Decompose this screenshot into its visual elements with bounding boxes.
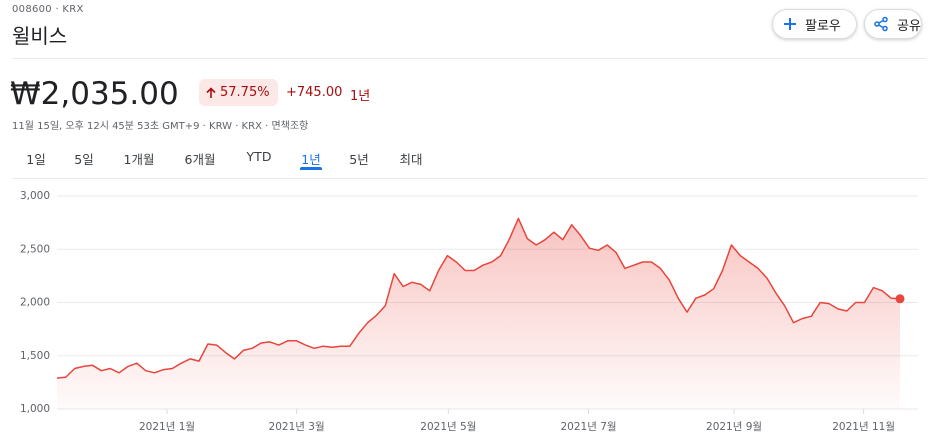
follow-label: 팔로우 (805, 18, 841, 34)
follow-button[interactable]: 팔로우 (772, 9, 857, 39)
area-fill (57, 218, 900, 409)
change-amount: +745.00 (286, 85, 343, 100)
share-label: 공유 (897, 18, 921, 34)
x-tick-label: 2021년 1월 (139, 421, 195, 433)
y-tick-label: 1,000 (20, 403, 50, 415)
y-tick-label: 2,000 (20, 297, 50, 309)
quote-meta: 11월 15일, 오후 12시 45분 53초 GMT+9 · KRW · KR… (12, 117, 308, 132)
change-period: 1년 (350, 89, 371, 104)
stock-name: 윌비스 (12, 24, 68, 48)
disclaimer-link[interactable]: 면책조항 (271, 121, 309, 132)
ticker: 008600 · KRX (12, 4, 84, 15)
divider (12, 58, 926, 59)
change-badge: 57.75% (199, 79, 278, 106)
share-icon (874, 16, 888, 32)
y-tick-label: 2,500 (20, 243, 50, 255)
x-tick-label: 2021년 11월 (832, 421, 895, 433)
chart: 1,000 1,500 2,000 2,500 3,000 2021년 1월 2021년 3… (20, 190, 918, 433)
range-tab[interactable]: 최대 (399, 152, 423, 167)
x-tick-label: 2021년 5월 (420, 421, 476, 433)
divider (12, 178, 926, 179)
change-percent: 57.75% (220, 85, 270, 100)
price: ₩2,035.00 (10, 76, 179, 112)
x-tick-label: 2021년 7월 (561, 421, 617, 433)
y-tick-label: 3,000 (20, 190, 50, 202)
share-button[interactable]: 공유 (864, 9, 922, 39)
range-tab[interactable]: YTD (246, 149, 272, 164)
x-tick-label: 2021년 9월 (706, 421, 762, 433)
price-line (56, 217, 901, 379)
y-tick-label: 1,500 (20, 350, 50, 362)
range-tab[interactable]: 5일 (74, 152, 94, 167)
x-tick-label: 2021년 3월 (269, 421, 325, 433)
range-tab[interactable]: 6개월 (184, 152, 216, 167)
range-tab[interactable]: 1년 (301, 152, 321, 167)
up-arrow (206, 86, 216, 98)
selected-tab-indicator (300, 167, 322, 170)
meta-text: 11월 15일, 오후 12시 45분 53초 GMT+9 · KRW · KR… (12, 121, 269, 132)
range-tab[interactable]: 5년 (349, 152, 369, 167)
plus-icon (784, 18, 796, 30)
range-tab[interactable]: 1개월 (123, 152, 155, 167)
range-tab[interactable]: 1일 (26, 152, 46, 167)
last-point (895, 294, 905, 304)
